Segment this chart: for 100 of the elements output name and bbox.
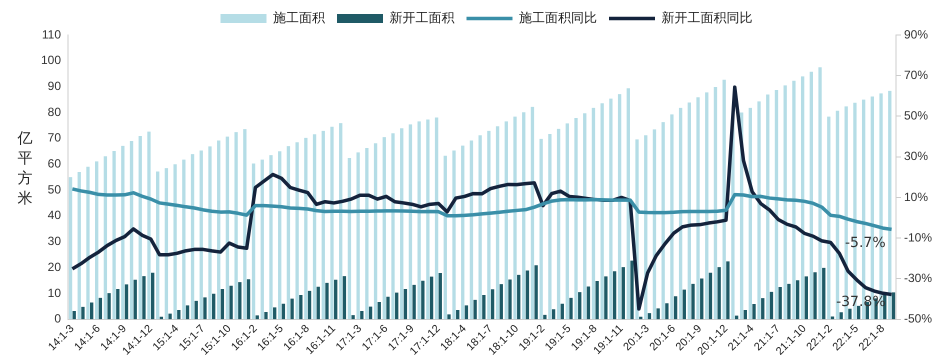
bar bbox=[800, 76, 804, 320]
bar bbox=[182, 160, 186, 320]
y2-tick-label: 90% bbox=[904, 27, 928, 42]
bar bbox=[365, 148, 369, 320]
y2-tick-label: -10% bbox=[904, 230, 932, 244]
y-tick-label: 60 bbox=[48, 156, 62, 171]
bar bbox=[342, 276, 346, 320]
bar bbox=[112, 151, 116, 320]
bar bbox=[792, 80, 796, 320]
bar bbox=[810, 72, 814, 320]
bar bbox=[744, 310, 747, 320]
legend-label: 施工面积 bbox=[273, 10, 325, 26]
bar bbox=[95, 161, 98, 320]
y-tick-label: 90 bbox=[48, 79, 62, 93]
bar bbox=[229, 286, 233, 320]
data-label: -5.7% bbox=[845, 234, 886, 251]
bar bbox=[426, 120, 430, 320]
y2-tick-label: 30% bbox=[904, 149, 928, 164]
bar bbox=[662, 122, 665, 320]
bar bbox=[674, 296, 678, 320]
bar bbox=[560, 304, 564, 320]
bar bbox=[784, 85, 787, 320]
bar bbox=[116, 289, 120, 320]
y2-tick-label: -50% bbox=[904, 312, 932, 326]
bar bbox=[68, 177, 72, 320]
y2-tick-label: 70% bbox=[904, 68, 928, 82]
legend-label: 新开工面积同比 bbox=[662, 10, 752, 26]
bar bbox=[678, 108, 682, 320]
bar bbox=[322, 130, 325, 320]
bar bbox=[840, 312, 843, 320]
bar bbox=[482, 294, 486, 320]
bar bbox=[748, 108, 752, 320]
bar bbox=[316, 286, 320, 320]
bar bbox=[622, 267, 625, 320]
bar bbox=[630, 260, 634, 320]
bar bbox=[722, 80, 726, 320]
bar bbox=[430, 276, 434, 320]
bar bbox=[688, 102, 691, 320]
bar bbox=[90, 302, 94, 320]
bar bbox=[578, 292, 582, 320]
bar bbox=[487, 130, 491, 320]
bar bbox=[543, 314, 547, 320]
bar bbox=[156, 171, 160, 320]
bar bbox=[72, 311, 76, 320]
bar bbox=[444, 156, 447, 320]
y-tick-label: 70 bbox=[48, 130, 62, 145]
bar bbox=[682, 290, 686, 320]
bar bbox=[121, 146, 124, 320]
bar bbox=[256, 315, 259, 320]
bar bbox=[299, 294, 302, 320]
bar bbox=[522, 112, 526, 320]
y-tick-label: 10 bbox=[48, 286, 62, 300]
bar bbox=[552, 309, 556, 320]
bar bbox=[517, 274, 520, 320]
y-tick-label: 80 bbox=[48, 104, 62, 119]
bar bbox=[461, 146, 464, 320]
y-tick-label: 110 bbox=[42, 27, 62, 42]
bar bbox=[539, 138, 543, 320]
bar bbox=[351, 315, 355, 320]
bar bbox=[670, 114, 674, 320]
y-axis-title: 亿平方米 bbox=[16, 128, 34, 208]
bar bbox=[761, 298, 764, 320]
bar bbox=[827, 116, 830, 320]
bar bbox=[656, 308, 660, 320]
bar bbox=[438, 273, 442, 320]
y-tick-label: 40 bbox=[48, 208, 62, 222]
bar bbox=[107, 293, 111, 320]
bar bbox=[246, 279, 250, 320]
bar bbox=[168, 314, 172, 320]
bar bbox=[848, 308, 852, 320]
bar bbox=[226, 136, 230, 320]
bar bbox=[478, 135, 482, 320]
y2-tick-label: 50% bbox=[904, 108, 928, 123]
bar bbox=[888, 90, 892, 320]
bar bbox=[304, 138, 308, 320]
bar bbox=[220, 289, 224, 320]
y-tick-label: 0 bbox=[54, 312, 62, 326]
bar bbox=[78, 172, 81, 320]
bar bbox=[151, 272, 154, 320]
bar bbox=[212, 294, 216, 320]
bar bbox=[500, 284, 503, 320]
bar bbox=[334, 280, 338, 320]
bar bbox=[234, 132, 238, 320]
bar bbox=[822, 268, 826, 320]
bar bbox=[421, 280, 425, 320]
bar bbox=[612, 271, 616, 320]
bar bbox=[787, 284, 791, 320]
bar bbox=[194, 300, 198, 320]
bar bbox=[556, 128, 560, 320]
bar bbox=[286, 146, 290, 320]
bar bbox=[260, 160, 264, 320]
bar bbox=[360, 311, 364, 320]
y2-tick-label: -30% bbox=[904, 270, 932, 285]
bar bbox=[278, 151, 282, 320]
y2-tick-label: 10% bbox=[904, 190, 928, 204]
legend-label: 新开工面积 bbox=[390, 10, 454, 26]
bar bbox=[548, 134, 552, 320]
bar bbox=[177, 310, 180, 320]
bar bbox=[238, 282, 242, 320]
bar bbox=[160, 316, 164, 320]
